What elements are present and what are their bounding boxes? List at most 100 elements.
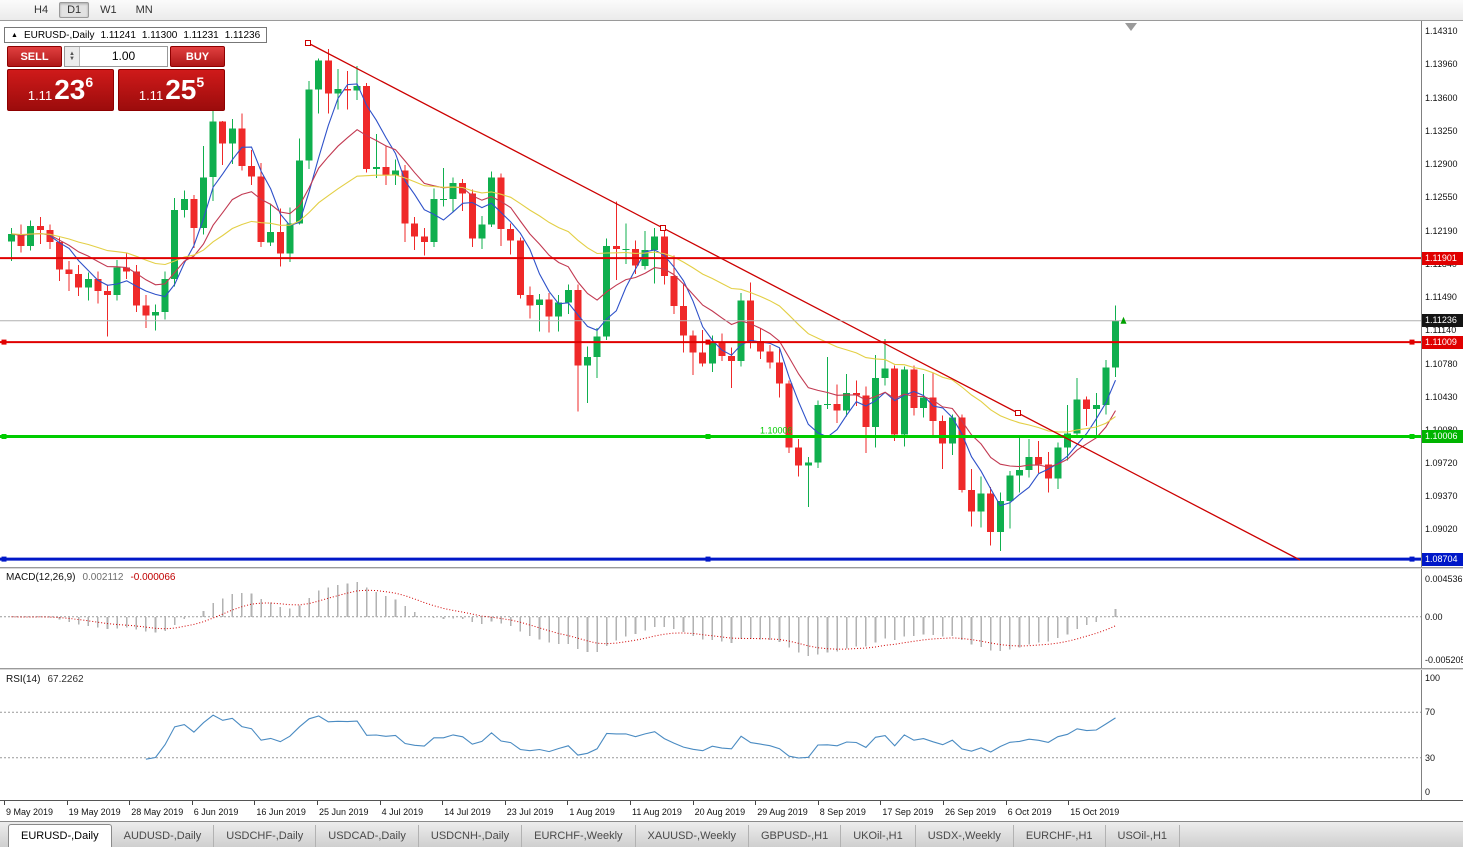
trendline-handle[interactable] <box>305 40 311 46</box>
date-label: 8 Sep 2019 <box>819 807 866 817</box>
price-tick: 1.14310 <box>1425 26 1458 37</box>
chart-tab[interactable]: USDX-,Weekly <box>916 825 1014 847</box>
time-tick <box>1068 801 1070 805</box>
date-label: 16 Jun 2019 <box>256 807 306 817</box>
rsi-axis: 100 70 30 0 <box>1421 670 1463 800</box>
macd-histogram <box>20 582 1117 657</box>
rsi-label: RSI(14) 67.2262 <box>6 674 84 685</box>
collapse-arrow-icon[interactable]: ▲ <box>11 31 18 39</box>
chart-tab-bar: EURUSD-,Daily AUDUSD-,Daily USDCHF-,Daily U… <box>0 821 1463 847</box>
price-tick: 1.13960 <box>1425 59 1458 70</box>
date-label: 4 Jul 2019 <box>381 807 424 817</box>
date-label: 9 May 2019 <box>6 807 54 817</box>
main-chart-canvas[interactable]: 1.10006 <box>0 21 1421 567</box>
timeframe-button-w1[interactable]: W1 <box>100 4 117 16</box>
time-axis[interactable]: 9 May 2019 19 May 2019 28 May 2019 6 Jun 20… <box>0 800 1463 821</box>
line-handle[interactable] <box>705 556 711 562</box>
line-handle[interactable] <box>1409 339 1415 345</box>
chart-tab[interactable]: EURCHF-,Weekly <box>522 825 636 847</box>
chart-tab[interactable]: GBPUSD-,H1 <box>749 825 842 847</box>
date-label: 6 Jun 2019 <box>193 807 239 817</box>
sell-price-prefix: 1.11 <box>27 88 53 103</box>
trendline-handle[interactable] <box>1015 410 1021 416</box>
date-label: 26 Sep 2019 <box>945 807 997 817</box>
line-handle[interactable] <box>705 434 711 439</box>
sell-price-point: 6 <box>85 74 94 90</box>
chart-tab[interactable]: UKOil-,H1 <box>841 825 916 847</box>
date-label: 19 May 2019 <box>68 807 121 817</box>
date-label: 29 Aug 2019 <box>757 807 808 817</box>
chart-tab[interactable]: USDCNH-,Daily <box>419 825 523 847</box>
rsi-line <box>145 714 1116 760</box>
trendline-handle[interactable] <box>660 225 666 231</box>
date-label: 15 Oct 2019 <box>1070 807 1120 817</box>
buy-button[interactable]: BUY <box>170 46 225 67</box>
trade-controls-row: SELL ▲ ▼ 1.00 BUY <box>7 46 225 67</box>
macd-signal-value: -0.000066 <box>130 572 176 583</box>
macd-axis-tick: -0.005205 <box>1425 654 1463 665</box>
timeframe-button-d1[interactable]: D1 <box>59 2 90 18</box>
low-value: 1.11231 <box>183 29 219 41</box>
timeframe-button-mn[interactable]: MN <box>135 4 153 16</box>
price-tick: 1.09720 <box>1425 458 1458 469</box>
volume-input[interactable]: ▲ ▼ 1.00 <box>64 46 168 67</box>
date-label: 25 Jun 2019 <box>319 807 369 817</box>
date-label: 11 Aug 2019 <box>632 807 682 817</box>
sell-price[interactable]: 1.11 23 6 <box>7 69 114 111</box>
chart-tab[interactable]: USDCAD-,Daily <box>316 825 419 847</box>
price-tick: 1.12190 <box>1425 225 1458 236</box>
line-handle[interactable] <box>1 434 7 439</box>
timeframe-button-h4[interactable]: H4 <box>34 4 49 16</box>
axis-price-badge: 1.11009 <box>1422 335 1463 349</box>
price-tick: 1.12900 <box>1425 159 1458 170</box>
macd-panel-canvas[interactable] <box>0 569 1421 668</box>
chart-shift-marker[interactable] <box>1125 23 1137 31</box>
price-tick: 1.10080 <box>1425 425 1458 435</box>
chart-tab[interactable]: EURCHF-,H1 <box>1014 825 1106 847</box>
buy-price-point: 5 <box>196 74 205 90</box>
chart-tab[interactable]: USOil-,H1 <box>1106 825 1181 847</box>
macd-label: MACD(12,26,9) 0.002112 -0.000066 <box>6 572 175 583</box>
time-tick <box>254 801 256 805</box>
axis-price-badge: 1.11901 <box>1422 251 1463 265</box>
date-label: 14 Jul 2019 <box>444 807 491 817</box>
volume-value[interactable]: 1.00 <box>111 49 136 63</box>
line-handle[interactable] <box>705 339 711 345</box>
time-tick <box>1005 801 1007 805</box>
date-label: 6 Oct 2019 <box>1007 807 1052 817</box>
chart-tab[interactable]: EURUSD-,Daily <box>8 824 112 847</box>
one-click-trading-panel: SELL ▲ ▼ 1.00 BUY 1.11 23 6 1.11 25 5 <box>7 46 225 111</box>
chart-tab[interactable]: XAUUSD-,Weekly <box>636 825 749 847</box>
line-handle[interactable] <box>1409 434 1415 439</box>
volume-up-icon[interactable]: ▲ <box>69 50 75 57</box>
macd-axis: 0.004536 0.00 -0.005205 <box>1421 569 1463 668</box>
rsi-panel-canvas[interactable] <box>0 670 1421 800</box>
symbol-period-label: EURUSD-,Daily <box>23 29 95 41</box>
price-tick: 1.09370 <box>1425 491 1458 502</box>
macd-signal-line <box>11 589 1116 650</box>
buy-price[interactable]: 1.11 25 5 <box>118 69 225 111</box>
rsi-axis-tick: 100 <box>1425 673 1441 683</box>
line-handle[interactable] <box>1409 556 1415 562</box>
volume-down-icon[interactable]: ▼ <box>69 55 75 62</box>
line-handle[interactable] <box>1 556 7 562</box>
time-tick <box>129 801 131 805</box>
open-value: 1.11241 <box>100 29 136 41</box>
panel-splitter[interactable] <box>0 668 1463 670</box>
rsi-axis-tick: 70 <box>1425 707 1436 718</box>
sell-button[interactable]: SELL <box>7 46 62 67</box>
trendline[interactable] <box>307 42 1301 561</box>
price-tick: 1.12550 <box>1425 192 1458 203</box>
price-tick: 1.10780 <box>1425 358 1458 369</box>
price-axis[interactable]: 1.14310 1.13960 1.13600 1.13250 1.12900 1.125… <box>1421 21 1463 567</box>
chart-tab[interactable]: USDCHF-,Daily <box>214 825 317 847</box>
volume-spinner: ▲ ▼ <box>65 47 80 66</box>
ma-mid-line[interactable] <box>11 129 1116 468</box>
line-handle[interactable] <box>1 339 7 345</box>
chart-tab[interactable]: AUDUSD-,Daily <box>112 825 215 847</box>
ma-slow-line[interactable] <box>11 174 1116 433</box>
price-tick: 1.13250 <box>1425 126 1458 137</box>
panel-splitter[interactable] <box>0 567 1463 569</box>
close-value: 1.11236 <box>224 29 261 41</box>
axis-price-badge: 1.10006 <box>1422 430 1463 444</box>
